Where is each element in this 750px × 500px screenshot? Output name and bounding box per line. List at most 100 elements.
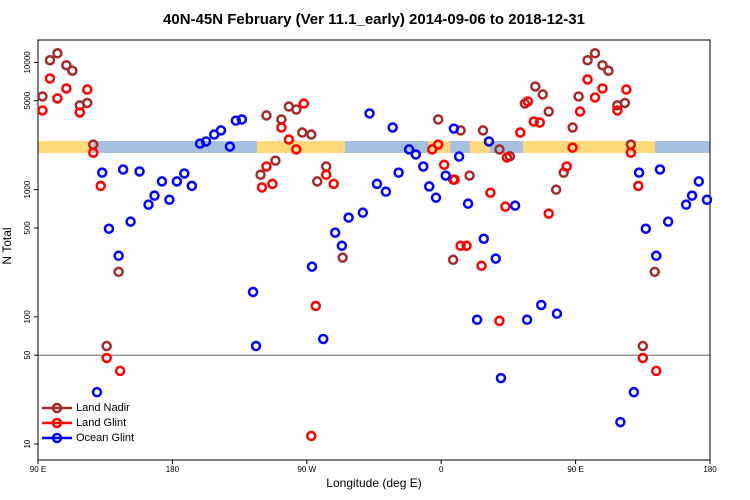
x-tick-label: 90 E xyxy=(30,465,46,474)
point xyxy=(597,83,608,94)
point xyxy=(215,125,227,136)
point xyxy=(44,73,56,84)
point xyxy=(113,266,124,278)
point xyxy=(88,147,99,158)
point xyxy=(589,48,601,59)
point xyxy=(447,254,459,266)
point xyxy=(101,352,112,364)
point xyxy=(686,190,698,201)
point xyxy=(477,125,489,136)
point xyxy=(543,106,554,117)
point xyxy=(74,107,86,118)
point xyxy=(534,117,546,128)
point xyxy=(530,81,541,92)
chart-title: 40N-45N February (Ver 11.1_early) 2014-0… xyxy=(163,11,585,28)
point xyxy=(453,151,465,162)
y-tick-label: 10000 xyxy=(23,51,32,74)
point xyxy=(337,252,348,263)
point xyxy=(550,184,562,195)
point xyxy=(633,167,645,178)
point xyxy=(306,430,317,442)
point xyxy=(424,181,435,192)
point xyxy=(312,176,323,187)
point xyxy=(179,168,190,179)
point xyxy=(573,91,584,102)
point xyxy=(462,198,474,209)
point xyxy=(256,182,268,193)
point xyxy=(621,84,632,95)
point xyxy=(247,286,259,298)
y-tick-label: 1000 xyxy=(23,180,32,198)
point xyxy=(125,216,136,227)
point xyxy=(432,114,444,125)
legend-marker xyxy=(51,432,63,444)
point xyxy=(432,139,444,150)
series xyxy=(37,73,662,442)
point xyxy=(164,194,175,205)
point xyxy=(582,74,593,85)
point xyxy=(625,147,637,158)
point xyxy=(194,138,206,149)
point xyxy=(582,54,593,66)
point xyxy=(483,136,495,147)
point xyxy=(317,333,329,345)
point xyxy=(528,116,540,127)
plot-frame xyxy=(37,39,711,461)
point xyxy=(297,127,308,138)
point xyxy=(509,200,521,211)
point xyxy=(261,161,272,172)
point xyxy=(615,416,626,428)
point xyxy=(628,386,640,398)
point xyxy=(418,161,429,172)
point xyxy=(82,84,93,95)
point xyxy=(522,96,534,107)
point xyxy=(82,97,93,109)
point xyxy=(574,106,586,117)
series xyxy=(91,108,713,428)
point xyxy=(485,187,496,198)
point xyxy=(500,201,511,212)
point xyxy=(567,122,578,133)
point xyxy=(52,93,63,104)
point xyxy=(371,178,383,190)
point xyxy=(430,192,442,203)
x-tick-label: 90 E xyxy=(567,465,583,474)
point xyxy=(310,300,322,312)
point xyxy=(291,104,302,115)
x-tick-label: 180 xyxy=(166,465,180,474)
point xyxy=(101,340,112,352)
point xyxy=(328,178,339,190)
point xyxy=(364,108,375,119)
point xyxy=(449,174,460,185)
y-tick-label: 100 xyxy=(23,310,32,324)
point xyxy=(649,266,660,278)
point xyxy=(298,98,310,109)
x-tick-label: 180 xyxy=(703,465,717,474)
point xyxy=(410,149,422,160)
y-axis-label: N Total xyxy=(0,227,14,264)
point xyxy=(336,240,348,252)
point xyxy=(200,136,212,147)
point xyxy=(117,164,129,175)
point xyxy=(320,169,332,180)
point xyxy=(612,105,623,116)
point xyxy=(603,65,614,76)
point xyxy=(236,114,248,125)
point xyxy=(113,250,124,262)
point xyxy=(283,134,295,145)
reference-band xyxy=(38,141,710,153)
point xyxy=(306,261,318,272)
point xyxy=(276,122,287,133)
point xyxy=(640,223,652,234)
point xyxy=(255,169,266,180)
point xyxy=(134,166,145,177)
y-tick-label: 10 xyxy=(23,439,32,448)
point xyxy=(393,167,404,178)
point xyxy=(637,352,649,364)
series xyxy=(37,48,660,352)
point xyxy=(230,115,242,126)
point xyxy=(61,59,72,71)
legend-label: Land Glint xyxy=(76,417,126,429)
point xyxy=(654,164,666,175)
